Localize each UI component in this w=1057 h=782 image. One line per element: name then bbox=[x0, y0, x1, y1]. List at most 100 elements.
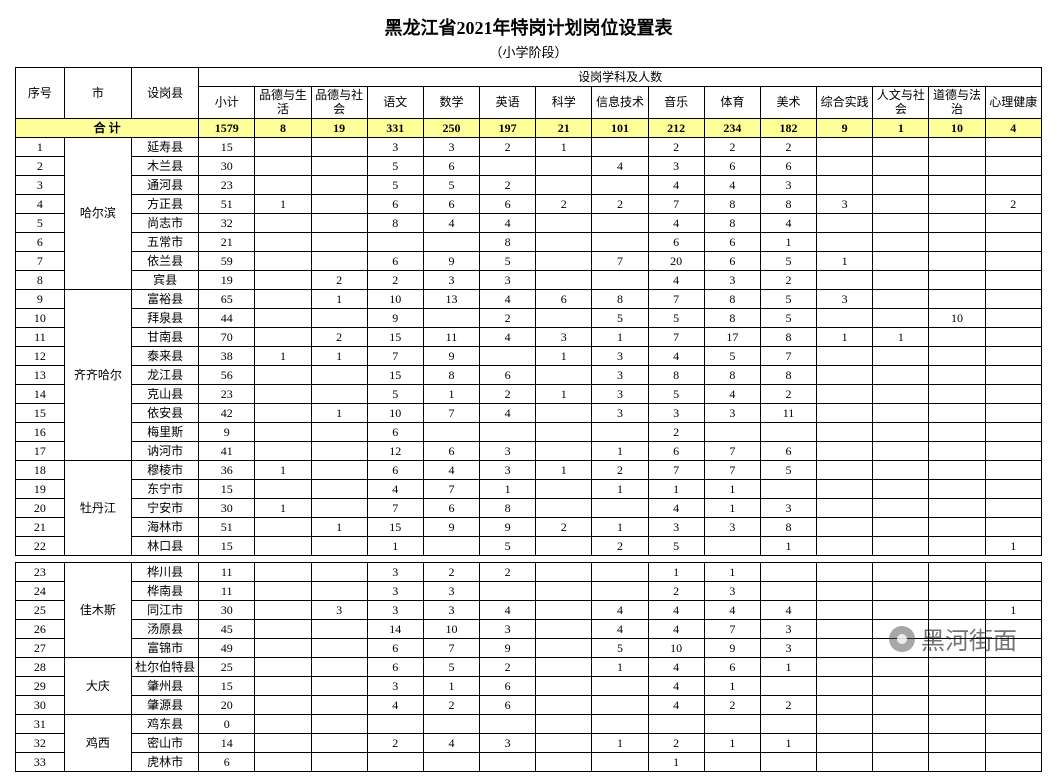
value-cell bbox=[929, 714, 985, 733]
col-subject: 品德与生活 bbox=[255, 87, 311, 119]
value-cell bbox=[929, 619, 985, 638]
value-cell: 3 bbox=[704, 517, 760, 536]
county-cell: 梅里斯 bbox=[132, 422, 199, 441]
value-cell: 3 bbox=[648, 403, 704, 422]
value-cell: 4 bbox=[480, 327, 536, 346]
value-cell: 4 bbox=[648, 498, 704, 517]
col-city: 市 bbox=[64, 68, 131, 119]
value-cell: 4 bbox=[480, 213, 536, 232]
value-cell bbox=[536, 619, 592, 638]
county-cell: 宁安市 bbox=[132, 498, 199, 517]
table-header: 序号 市 设岗县 设岗学科及人数 小计品德与生活品德与社会语文数学英语科学信息技… bbox=[16, 68, 1042, 119]
value-cell: 6 bbox=[423, 498, 479, 517]
value-cell: 9 bbox=[423, 346, 479, 365]
value-cell: 11 bbox=[760, 403, 816, 422]
value-cell: 4 bbox=[367, 479, 423, 498]
value-cell bbox=[480, 156, 536, 175]
county-cell: 虎林市 bbox=[132, 752, 199, 771]
seq-cell: 18 bbox=[16, 460, 65, 479]
value-cell: 5 bbox=[760, 251, 816, 270]
value-cell: 2 bbox=[592, 460, 648, 479]
value-cell: 4 bbox=[480, 600, 536, 619]
value-cell: 1 bbox=[311, 346, 367, 365]
value-cell bbox=[873, 441, 929, 460]
value-cell: 3 bbox=[592, 403, 648, 422]
value-cell bbox=[536, 479, 592, 498]
value-cell: 5 bbox=[760, 308, 816, 327]
value-cell bbox=[985, 695, 1041, 714]
value-cell bbox=[873, 479, 929, 498]
value-cell: 5 bbox=[704, 346, 760, 365]
total-cell: 1579 bbox=[199, 118, 255, 137]
value-cell bbox=[423, 752, 479, 771]
value-cell bbox=[985, 270, 1041, 289]
value-cell: 7 bbox=[648, 289, 704, 308]
value-cell bbox=[536, 600, 592, 619]
value-cell bbox=[873, 460, 929, 479]
seq-cell: 30 bbox=[16, 695, 65, 714]
seq-cell: 32 bbox=[16, 733, 65, 752]
value-cell: 17 bbox=[704, 327, 760, 346]
value-cell bbox=[367, 752, 423, 771]
value-cell: 1 bbox=[592, 479, 648, 498]
seq-cell: 17 bbox=[16, 441, 65, 460]
value-cell: 20 bbox=[648, 251, 704, 270]
value-cell bbox=[817, 213, 873, 232]
value-cell: 2 bbox=[480, 384, 536, 403]
value-cell bbox=[311, 536, 367, 555]
value-cell: 15 bbox=[367, 327, 423, 346]
value-cell bbox=[985, 479, 1041, 498]
value-cell bbox=[311, 194, 367, 213]
value-cell: 30 bbox=[199, 156, 255, 175]
value-cell: 3 bbox=[760, 498, 816, 517]
value-cell bbox=[311, 581, 367, 600]
value-cell bbox=[536, 638, 592, 657]
value-cell bbox=[873, 733, 929, 752]
col-subject: 心理健康 bbox=[985, 87, 1041, 119]
value-cell: 8 bbox=[704, 308, 760, 327]
value-cell bbox=[929, 156, 985, 175]
value-cell bbox=[536, 657, 592, 676]
value-cell: 2 bbox=[480, 137, 536, 156]
county-cell: 东宁市 bbox=[132, 479, 199, 498]
value-cell: 15 bbox=[199, 137, 255, 156]
value-cell: 3 bbox=[367, 600, 423, 619]
value-cell bbox=[817, 137, 873, 156]
value-cell: 6 bbox=[480, 365, 536, 384]
value-cell bbox=[985, 733, 1041, 752]
value-cell: 6 bbox=[480, 695, 536, 714]
value-cell: 2 bbox=[985, 194, 1041, 213]
value-cell: 3 bbox=[480, 270, 536, 289]
value-cell bbox=[255, 403, 311, 422]
value-cell: 7 bbox=[648, 460, 704, 479]
value-cell: 1 bbox=[760, 232, 816, 251]
value-cell: 1 bbox=[592, 733, 648, 752]
value-cell bbox=[255, 714, 311, 733]
value-cell: 2 bbox=[592, 536, 648, 555]
value-cell: 23 bbox=[199, 175, 255, 194]
value-cell: 38 bbox=[199, 346, 255, 365]
total-cell: 21 bbox=[536, 118, 592, 137]
value-cell: 5 bbox=[760, 289, 816, 308]
value-cell bbox=[873, 695, 929, 714]
total-cell: 8 bbox=[255, 118, 311, 137]
value-cell: 44 bbox=[199, 308, 255, 327]
value-cell: 6 bbox=[760, 441, 816, 460]
value-cell: 2 bbox=[536, 194, 592, 213]
county-cell: 富锦市 bbox=[132, 638, 199, 657]
value-cell bbox=[760, 714, 816, 733]
value-cell: 3 bbox=[423, 600, 479, 619]
value-cell: 6 bbox=[704, 156, 760, 175]
page-subtitle: （小学阶段） bbox=[15, 42, 1042, 61]
value-cell: 30 bbox=[199, 600, 255, 619]
value-cell: 15 bbox=[367, 365, 423, 384]
value-cell bbox=[985, 752, 1041, 771]
value-cell bbox=[873, 137, 929, 156]
value-cell bbox=[592, 581, 648, 600]
value-cell bbox=[929, 289, 985, 308]
value-cell bbox=[985, 638, 1041, 657]
value-cell: 2 bbox=[704, 695, 760, 714]
seq-cell: 33 bbox=[16, 752, 65, 771]
value-cell: 70 bbox=[199, 327, 255, 346]
value-cell bbox=[536, 498, 592, 517]
